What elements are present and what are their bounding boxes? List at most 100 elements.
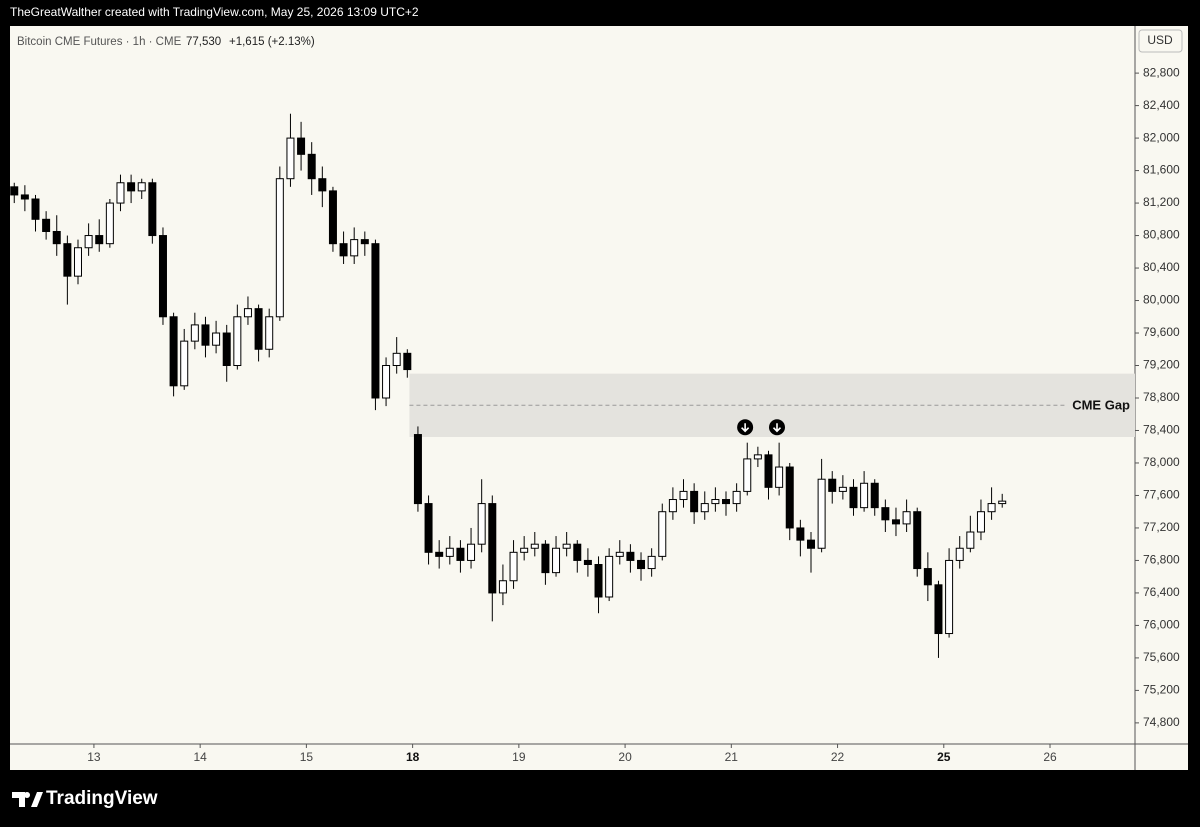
y-tick-label: 79,600: [1143, 325, 1180, 339]
candle: [743, 442, 752, 496]
candle: [328, 186, 337, 252]
candle-body: [477, 503, 486, 545]
candle: [530, 532, 539, 557]
candle: [73, 239, 82, 285]
candle-body: [552, 547, 561, 574]
candle: [891, 507, 900, 537]
candle-body: [392, 352, 401, 367]
candle: [838, 475, 847, 500]
candle: [796, 519, 805, 557]
candle: [180, 328, 189, 390]
candle-body: [52, 230, 61, 245]
candle-body: [467, 543, 476, 561]
candle-body: [605, 555, 614, 598]
candle-body: [180, 340, 189, 387]
candle-body: [743, 458, 752, 492]
candle: [127, 174, 136, 204]
logo-icon: [12, 791, 43, 807]
candle-body: [339, 243, 348, 257]
candle: [860, 471, 869, 512]
candle: [764, 450, 773, 500]
candle: [902, 499, 911, 533]
candle: [158, 227, 167, 325]
y-tick-label: 75,200: [1143, 683, 1180, 697]
candle-body: [945, 559, 954, 635]
candle-body: [849, 486, 858, 509]
candle-body: [509, 551, 518, 582]
candle-body: [711, 499, 720, 505]
candle: [498, 564, 507, 606]
x-tick-label: 22: [831, 750, 845, 764]
candle: [722, 491, 731, 516]
candle: [870, 479, 879, 516]
candle-body: [307, 153, 316, 180]
price-change: +1,615 (+2.13%): [229, 36, 315, 48]
candle-body: [371, 243, 380, 399]
candle-body: [233, 316, 242, 367]
y-tick-label: 76,400: [1143, 585, 1180, 599]
marker-arrow: [741, 423, 750, 433]
candle: [998, 493, 1007, 508]
candle-body: [413, 434, 422, 505]
candle: [371, 239, 380, 411]
candle: [562, 532, 571, 557]
candle-body: [127, 182, 136, 192]
candle-body: [668, 499, 677, 513]
candle-body: [158, 235, 167, 318]
candle-body: [881, 507, 890, 521]
currency-box[interactable]: [1138, 29, 1183, 53]
candle: [20, 185, 29, 212]
candle: [318, 166, 327, 208]
candle-body: [913, 511, 922, 570]
candle: [775, 442, 784, 496]
candle: [265, 308, 274, 358]
candle: [488, 495, 497, 622]
candle-body: [318, 178, 327, 192]
candle-body: [573, 543, 582, 561]
y-tick-label: 81,200: [1143, 195, 1180, 209]
candle: [95, 219, 104, 252]
candle: [350, 227, 359, 264]
candle-body: [562, 543, 571, 549]
logo: TradingView: [12, 788, 158, 809]
candle: [286, 113, 295, 187]
candle-body: [966, 531, 975, 549]
candle: [148, 178, 157, 244]
y-tick-label: 80,800: [1143, 228, 1180, 242]
candle-body: [243, 308, 252, 318]
candle: [456, 540, 465, 573]
candle: [785, 462, 794, 541]
candle: [700, 491, 709, 520]
candle: [955, 536, 964, 569]
y-tick-label: 79,200: [1143, 358, 1180, 372]
candle: [445, 536, 454, 565]
candle-body: [775, 466, 784, 488]
candle-body: [520, 547, 529, 553]
y-tick-label: 80,000: [1143, 293, 1180, 307]
marker-arrow: [772, 423, 782, 433]
candle: [668, 487, 677, 520]
candle-body: [796, 527, 805, 541]
candle-body: [84, 235, 93, 249]
candle: [934, 580, 943, 658]
candle: [945, 548, 954, 638]
candle: [881, 499, 890, 533]
y-tick-label: 82,000: [1143, 130, 1180, 144]
candle-body: [860, 482, 869, 509]
candle-body: [891, 519, 900, 525]
candle: [116, 174, 125, 212]
candle-body: [424, 503, 433, 553]
candle: [360, 231, 369, 256]
candle-body: [658, 511, 667, 557]
y-tick-label: 82,400: [1143, 98, 1180, 112]
candle: [817, 458, 826, 553]
candle: [403, 349, 412, 378]
candle-body: [594, 564, 603, 598]
candle: [254, 304, 263, 362]
candle-body: [116, 182, 125, 204]
candle-body: [488, 503, 497, 594]
candle-body: [403, 352, 412, 371]
y-tick-label: 80,400: [1143, 260, 1180, 274]
y-tick-label: 76,800: [1143, 553, 1180, 567]
